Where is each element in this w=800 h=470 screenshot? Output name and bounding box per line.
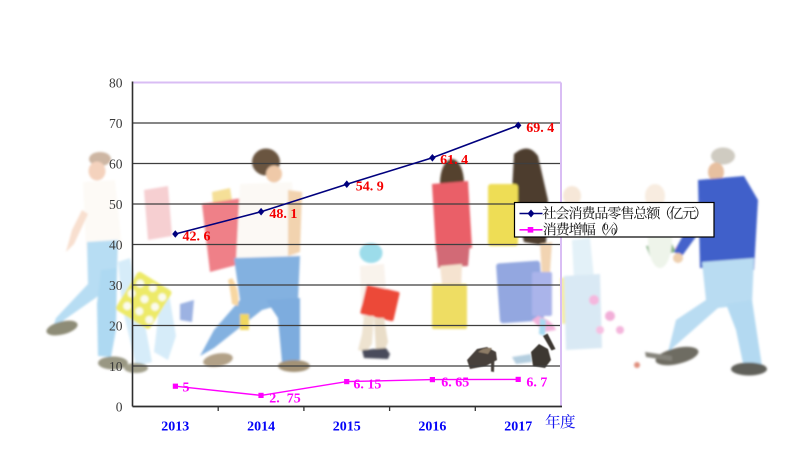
svg-text:42. 6: 42. 6 <box>183 229 211 244</box>
svg-text:0: 0 <box>116 399 123 414</box>
svg-text:30: 30 <box>109 278 123 293</box>
svg-text:60: 60 <box>109 156 123 171</box>
svg-text:70: 70 <box>109 116 123 131</box>
svg-text:2017: 2017 <box>504 420 532 435</box>
svg-text:6. 15: 6. 15 <box>353 378 381 393</box>
svg-text:2013: 2013 <box>161 420 189 435</box>
svg-text:2014: 2014 <box>247 420 275 435</box>
svg-text:40: 40 <box>109 237 123 252</box>
svg-text:6. 65: 6. 65 <box>441 376 469 391</box>
svg-text:10: 10 <box>109 359 123 374</box>
svg-text:6. 7: 6. 7 <box>526 375 547 390</box>
svg-text:61. 4: 61. 4 <box>440 153 468 168</box>
svg-text:48. 1: 48. 1 <box>269 207 297 222</box>
svg-text:50: 50 <box>109 197 123 212</box>
svg-text:2016: 2016 <box>418 420 446 435</box>
svg-text:69. 4: 69. 4 <box>526 121 554 136</box>
svg-text:2015: 2015 <box>333 420 361 435</box>
svg-text:80: 80 <box>109 75 123 90</box>
svg-text:2. 75: 2. 75 <box>269 391 301 406</box>
svg-text:20: 20 <box>109 318 123 333</box>
svg-text:54. 9: 54. 9 <box>356 179 384 194</box>
svg-text:5: 5 <box>183 381 190 396</box>
